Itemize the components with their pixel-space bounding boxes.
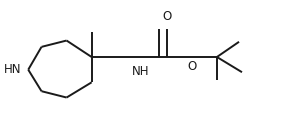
Text: NH: NH [131, 65, 149, 78]
Text: O: O [162, 10, 171, 23]
Text: O: O [187, 60, 196, 73]
Text: HN: HN [4, 63, 21, 76]
